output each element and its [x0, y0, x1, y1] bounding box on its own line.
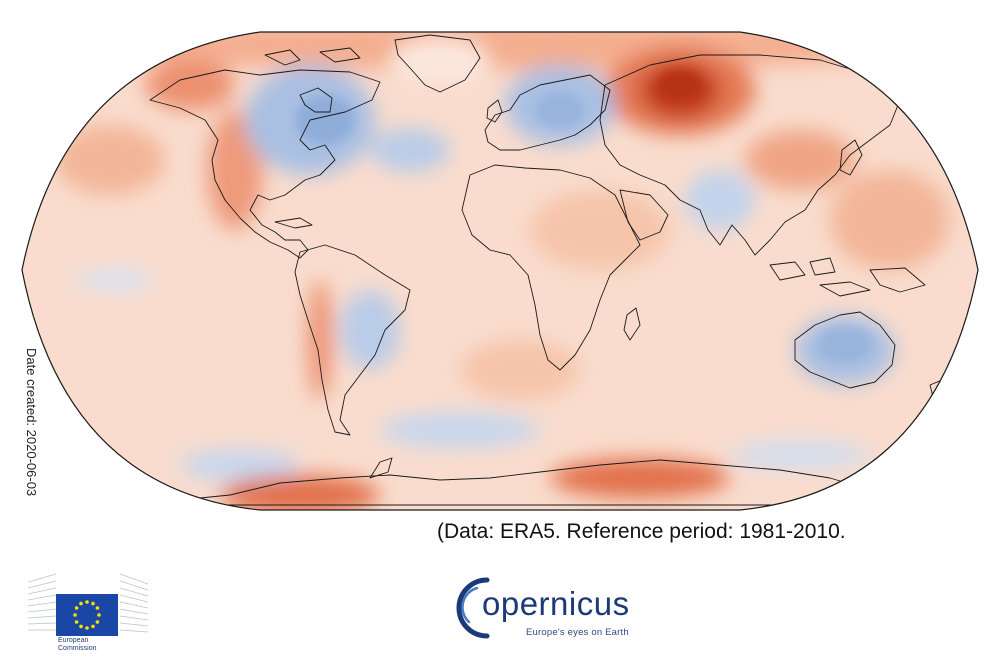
european-commission-logo: [27, 572, 168, 660]
ec-line2: Commission: [58, 645, 97, 652]
anomaly-map: [21, 31, 979, 511]
eu-flag-building-icon: [27, 573, 149, 636]
data-reference-caption: (Data: ERA5. Reference period: 1981-2010…: [437, 520, 846, 543]
european-commission-text: European Commission: [58, 637, 97, 653]
coastlines: [149, 34, 946, 506]
copernicus-arc-icon: [456, 577, 490, 639]
copernicus-logo: [447, 572, 657, 644]
globe-outline: [21, 31, 979, 511]
date-created-label: Date created: 2020-06-03: [24, 348, 39, 497]
copernicus-tagline: Europe's eyes on Earth: [526, 627, 629, 638]
copernicus-wordmark: opernicus: [482, 585, 630, 622]
anomaly-field: [22, 32, 978, 510]
ec-line1: European: [58, 637, 89, 644]
